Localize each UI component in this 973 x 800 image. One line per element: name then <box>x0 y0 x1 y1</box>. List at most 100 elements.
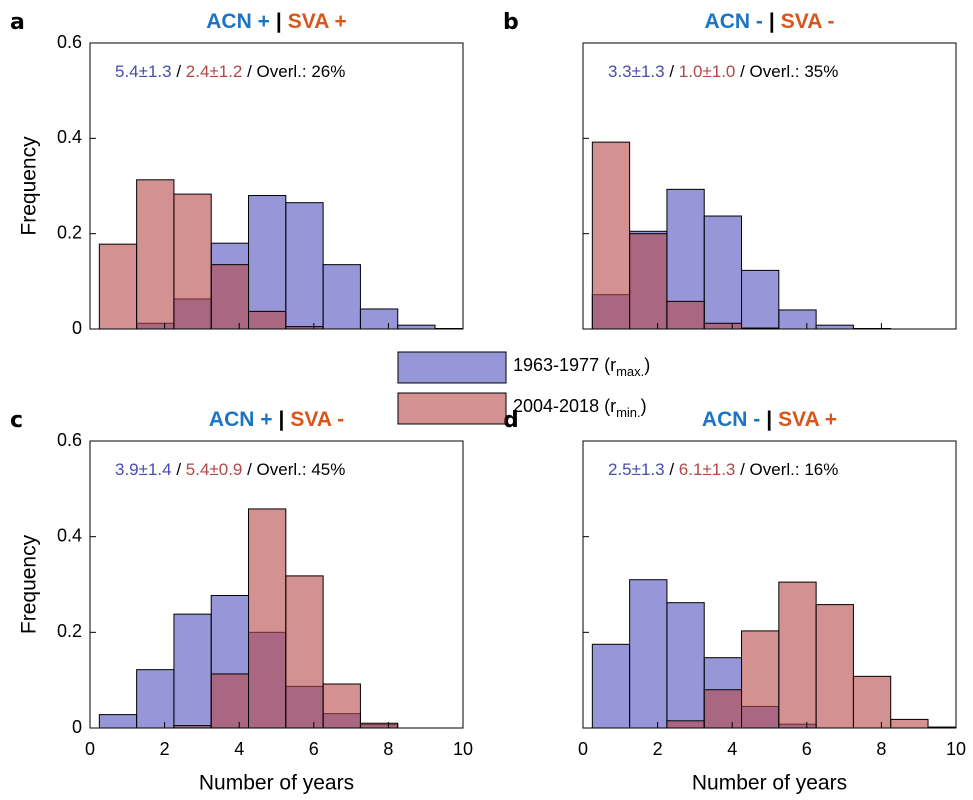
panel-title: ACN + | SVA - <box>209 408 344 431</box>
title-part: ACN - <box>705 10 763 33</box>
legend-suffix: ) <box>644 355 650 375</box>
x-tick-label: 6 <box>309 739 319 759</box>
x-tick-label: 8 <box>876 739 886 759</box>
bars <box>98 508 399 728</box>
legend-suffix: ) <box>641 396 647 416</box>
annotation-part: / Overl.: 16% <box>735 460 838 479</box>
x-tick-label: 10 <box>453 739 473 759</box>
histogram-bar <box>248 310 287 329</box>
annotation-part: 2.4±1.2 <box>186 62 243 81</box>
panel-title: ACN + | SVA + <box>206 10 346 33</box>
axes-box <box>582 440 957 729</box>
y-tick-label: 0.4 <box>57 525 82 545</box>
histogram-bar <box>210 673 250 728</box>
histogram-bar <box>703 322 743 329</box>
title-part: | <box>769 10 775 33</box>
x-tick-label: 10 <box>946 739 966 759</box>
annotation-part: / Overl.: 45% <box>242 460 345 479</box>
annotation-part: 2.5±1.3 <box>608 460 665 479</box>
x-axis-label: Number of years <box>692 772 847 795</box>
bars <box>591 579 956 728</box>
histogram-bar <box>359 308 399 329</box>
panel: ACN + | SVA + a 0 0.2 0.4 0.6 Frequency 5.4±1.3 /… <box>10 10 464 338</box>
histogram-bar <box>703 215 743 329</box>
histogram-bar <box>397 324 436 329</box>
y-tick-label: 0.2 <box>57 621 82 641</box>
annotation-part: 3.3±1.3 <box>608 62 665 81</box>
histogram-bar <box>629 233 668 329</box>
histogram-bar <box>741 269 780 329</box>
annotation: 3.3±1.3 / 1.0±1.0 / Overl.: 35% <box>608 62 838 81</box>
histogram-bar <box>248 508 287 728</box>
title-part: SVA + <box>778 408 837 431</box>
x-tick-label: 0 <box>578 739 588 759</box>
bars <box>98 179 463 329</box>
legend-label: 1963-1977 (rmax.) <box>513 355 650 380</box>
histogram-bar <box>173 613 212 728</box>
histogram-bar <box>98 714 138 728</box>
annotation-part: 5.4±1.3 <box>115 62 172 81</box>
legend-swatch <box>397 392 507 425</box>
legend: 1963-1977 (rmax.) 2004-2018 (rmin.) <box>397 351 650 425</box>
title-part: SVA + <box>288 10 347 33</box>
annotation-part: / <box>665 460 679 479</box>
legend-name: 1963-1977 (r <box>513 355 616 375</box>
histogram-bar <box>815 604 854 728</box>
histogram-bar <box>136 179 175 329</box>
x-tick-label: 6 <box>802 739 812 759</box>
histogram-bar <box>322 683 361 728</box>
x-tick-label: 8 <box>383 739 393 759</box>
y-tick-label: 0 <box>72 717 82 737</box>
legend-label: 2004-2018 (rmin.) <box>513 396 647 421</box>
histogram-bar <box>285 326 324 329</box>
annotation-part: / Overl.: 35% <box>735 62 838 81</box>
x-tick-label: 2 <box>653 739 663 759</box>
histogram-bar <box>248 195 287 329</box>
panel-title: ACN - | SVA + <box>702 408 837 431</box>
x-axis-label: Number of years <box>199 772 354 795</box>
histogram-bar <box>359 722 399 728</box>
annotation-part: 1.0±1.0 <box>679 62 736 81</box>
legend-swatch <box>397 351 507 384</box>
x-tick-label: 0 <box>85 739 95 759</box>
histogram-bar <box>666 720 705 728</box>
x-tick-label: 2 <box>160 739 170 759</box>
legend-name: 2004-2018 (r <box>513 396 616 416</box>
x-tick-label: 4 <box>727 739 737 759</box>
annotation-part: / Overl.: 26% <box>242 62 345 81</box>
panel-letter: d <box>503 408 519 433</box>
annotation-part: / <box>172 62 186 81</box>
histogram-bar <box>666 602 705 728</box>
panel-letter: a <box>10 10 25 35</box>
title-part: SVA - <box>290 408 344 431</box>
histogram-bar <box>591 643 631 728</box>
histogram-bar <box>98 243 138 329</box>
bars <box>591 141 892 329</box>
panel-letter: b <box>503 10 519 35</box>
title-part: SVA - <box>781 10 835 33</box>
axes-box <box>89 440 464 729</box>
y-axis-label: Frequency <box>18 136 41 236</box>
histogram-bar <box>778 309 817 329</box>
annotation-part: / <box>665 62 679 81</box>
panel-title: ACN - | SVA - <box>705 10 835 33</box>
y-tick-label: 0.6 <box>57 430 82 450</box>
histogram-bar <box>629 579 668 728</box>
title-part: | <box>766 408 772 431</box>
annotation: 5.4±1.3 / 2.4±1.2 / Overl.: 26% <box>115 62 345 81</box>
legend-subscript: min. <box>616 405 641 420</box>
annotation-part: / <box>172 460 186 479</box>
y-axis-label: Frequency <box>18 534 41 634</box>
y-tick-label: 0.6 <box>57 32 82 52</box>
histogram-bar <box>210 264 250 329</box>
x-tick-label: 4 <box>234 739 244 759</box>
axes-box <box>582 42 957 330</box>
histogram-bar <box>285 202 324 329</box>
annotation: 2.5±1.3 / 6.1±1.3 / Overl.: 16% <box>608 460 838 479</box>
histogram-bar <box>666 300 705 329</box>
histogram-bar <box>741 630 780 728</box>
histogram-bar <box>173 193 212 329</box>
title-part: | <box>276 10 282 33</box>
histogram-bar <box>136 669 175 728</box>
histogram-bar <box>890 718 929 728</box>
